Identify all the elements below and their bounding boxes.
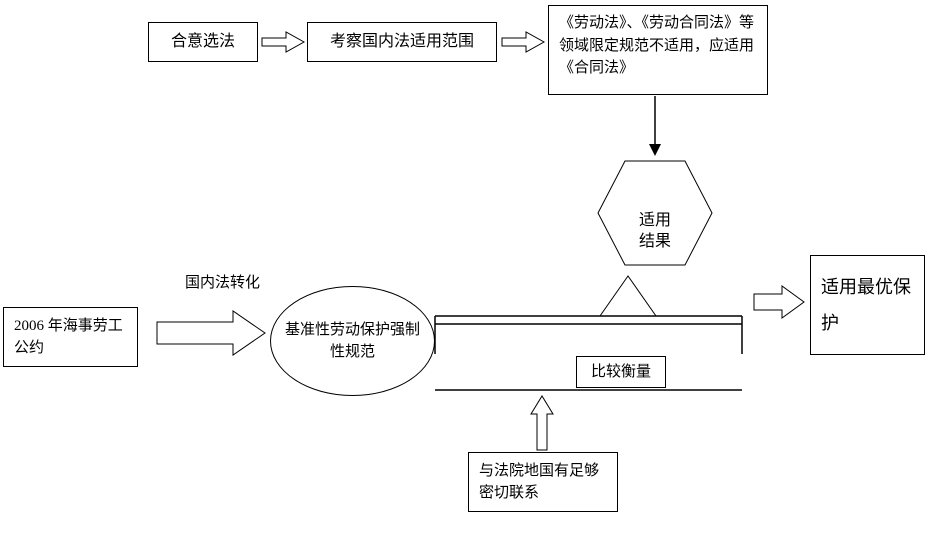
label-domestic-transform: 国内法转化 (175, 272, 270, 295)
node-optimal-protection: 适用最优保护 (810, 255, 925, 355)
arrow-7 (528, 394, 556, 452)
node-compare-weigh: 比较衡量 (576, 356, 666, 388)
node-examine-domestic-law: 考察国内法适用范围 (307, 22, 497, 62)
node-label: 与法院地国有足够密切联系 (479, 460, 607, 505)
arrow-1 (260, 30, 306, 54)
node-label: 比较衡量 (591, 361, 651, 384)
node-close-connection: 与法院地国有足够密切联系 (468, 452, 618, 512)
node-label: 适用最优保护 (821, 269, 914, 341)
hexagon-label: 适用 结果 (595, 190, 715, 252)
node-label: 合意选法 (171, 30, 235, 54)
node-label: 考察国内法适用范围 (330, 30, 474, 54)
arrow-4 (752, 284, 806, 320)
node-law-provisions: 《劳动法》、《劳动合同法》等领域限定规范不适用，应适用《合同法》 (548, 5, 768, 95)
node-label: 《劳动法》、《劳动合同法》等领域限定规范不适用，应适用《合同法》 (559, 12, 757, 80)
arrow-3 (646, 96, 664, 158)
node-consensual-choice: 合意选法 (148, 22, 258, 62)
node-label: 2006 年海事劳工公约 (14, 315, 127, 360)
node-mandatory-norms: 基准性劳动保护强制性规范 (270, 286, 435, 396)
arrow-2 (500, 30, 546, 54)
node-label: 国内法转化 (185, 275, 260, 291)
node-label: 基准性劳动保护强制性规范 (279, 319, 426, 364)
arrow-5 (155, 308, 267, 358)
node-mlc-2006: 2006 年海事劳工公约 (3, 307, 138, 367)
